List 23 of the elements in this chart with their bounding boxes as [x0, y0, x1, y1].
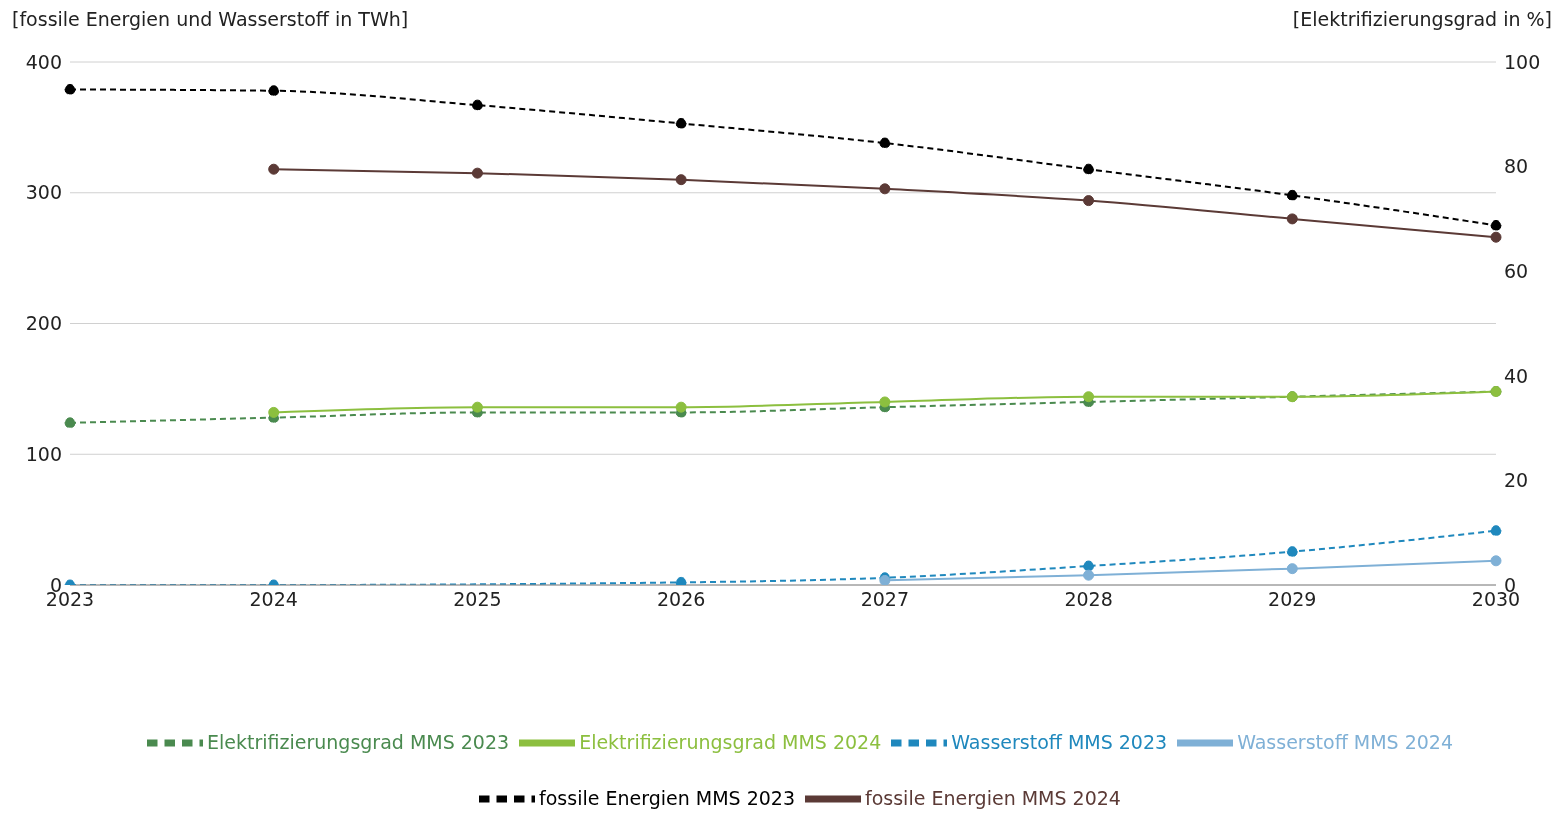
y2-tick-label: 100 — [1504, 50, 1541, 73]
y2-tick-label: 20 — [1504, 469, 1529, 492]
y2-axis-title: [Elektrifizierungsgrad in %] — [1292, 8, 1552, 30]
y-tick-label: 100 — [25, 442, 62, 465]
x-tick-label: 2025 — [453, 588, 502, 611]
y-tick-label: 200 — [25, 312, 62, 335]
x-tick-label: 2024 — [249, 588, 298, 611]
legend-label: fossile Energien MMS 2023 — [539, 786, 795, 809]
y-axis-title: [fossile Energien und Wasserstoff in TWh] — [12, 8, 409, 30]
x-tick-label: 2026 — [656, 588, 706, 611]
legend-label: Wasserstoff MMS 2023 — [951, 730, 1168, 753]
y2-tick-label: 80 — [1504, 155, 1529, 178]
legend-label: Wasserstoff MMS 2024 — [1237, 730, 1453, 753]
y2-tick-label: 40 — [1504, 364, 1529, 387]
x-tick-label: 2027 — [860, 588, 910, 611]
y-tick-label: 300 — [25, 181, 62, 204]
legend-label: Elektrifizierungsgrad MMS 2023 — [207, 730, 510, 753]
x-tick-label: 2028 — [1064, 588, 1113, 611]
y2-tick-label: 60 — [1504, 259, 1529, 282]
y-tick-label: 400 — [25, 50, 62, 73]
legend-label: Elektrifizierungsgrad MMS 2024 — [579, 730, 882, 753]
x-tick-label: 2029 — [1268, 588, 1317, 611]
legend-label: fossile Energien MMS 2024 — [865, 786, 1121, 809]
